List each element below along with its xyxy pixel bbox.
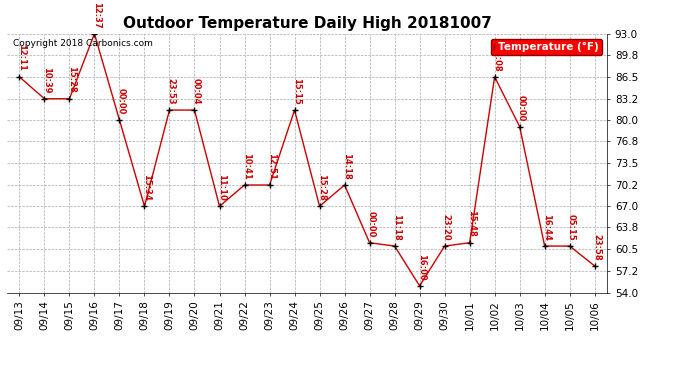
Text: 10:39: 10:39 <box>41 67 50 93</box>
Text: 23:53: 23:53 <box>167 78 176 105</box>
Text: 12:11: 12:11 <box>17 45 26 71</box>
Text: 12:51: 12:51 <box>267 153 276 180</box>
Text: Copyright 2018 Carbonics.com: Copyright 2018 Carbonics.com <box>13 39 152 48</box>
Text: 23:20: 23:20 <box>442 214 451 240</box>
Text: 15:34: 15:34 <box>141 174 150 201</box>
Text: 15:15: 15:15 <box>292 78 301 105</box>
Text: 10:41: 10:41 <box>241 153 250 180</box>
Text: 05:15: 05:15 <box>567 214 576 240</box>
Text: 16:08: 16:08 <box>492 45 501 71</box>
Title: Outdoor Temperature Daily High 20181007: Outdoor Temperature Daily High 20181007 <box>123 16 491 31</box>
Legend: Temperature (°F): Temperature (°F) <box>491 39 602 55</box>
Text: 14:18: 14:18 <box>342 153 351 180</box>
Text: 00:04: 00:04 <box>192 78 201 105</box>
Text: 00:00: 00:00 <box>367 211 376 237</box>
Text: 23:58: 23:58 <box>592 234 601 260</box>
Text: 00:00: 00:00 <box>117 88 126 114</box>
Text: 15:28: 15:28 <box>67 66 76 93</box>
Text: 00:00: 00:00 <box>517 95 526 121</box>
Text: 16:00: 16:00 <box>417 254 426 280</box>
Text: 15:28: 15:28 <box>317 174 326 201</box>
Text: 12:37: 12:37 <box>92 2 101 28</box>
Text: 16:44: 16:44 <box>542 214 551 240</box>
Text: 15:48: 15:48 <box>467 210 476 237</box>
Text: 11:18: 11:18 <box>392 214 401 240</box>
Text: 11:10: 11:10 <box>217 174 226 201</box>
